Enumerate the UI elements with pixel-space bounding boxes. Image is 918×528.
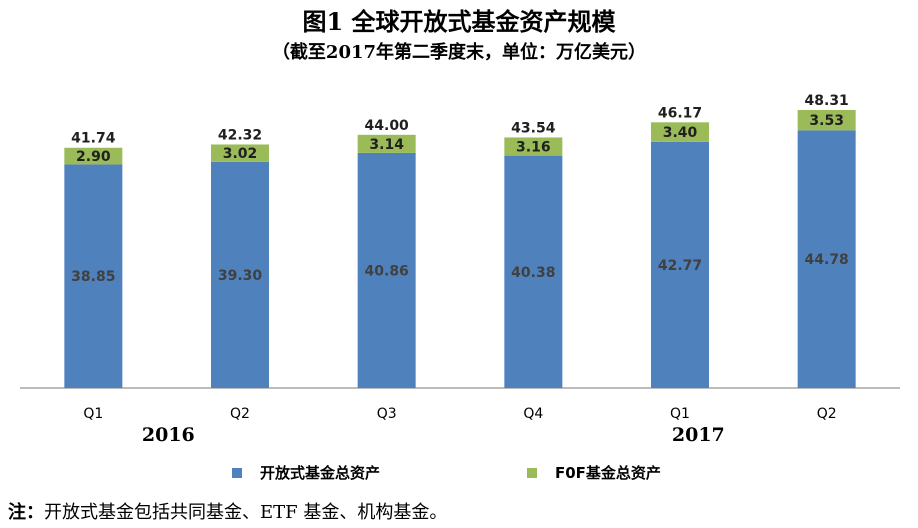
bar-fof: [211, 144, 269, 162]
legend-swatch-open-end: [232, 467, 242, 478]
data-label-total: 48.31: [805, 93, 849, 109]
data-label-open-end: 39.30: [218, 268, 263, 284]
data-label-total: 44.00: [365, 118, 410, 134]
data-label-fof: 3.14: [369, 137, 404, 153]
data-label-fof: 3.16: [516, 140, 551, 156]
year-label: 2016: [142, 424, 195, 446]
data-label-open-end: 40.86: [365, 263, 409, 279]
year-label: 2017: [672, 424, 725, 446]
legend-label-open-end: 开放式基金总资产: [260, 464, 381, 482]
bar-open-end: [211, 161, 269, 388]
data-label-open-end: 42.77: [658, 258, 702, 274]
x-tick-label: Q3: [377, 406, 397, 422]
x-tick-label: Q1: [83, 406, 103, 422]
bar-open-end: [651, 141, 709, 388]
footnote-text: 开放式基金包括共同基金、ETF 基金、机构基金。: [44, 502, 448, 523]
bar-fof: [504, 137, 563, 156]
legend-swatch-fof: [527, 467, 537, 478]
bar-fof: [64, 147, 123, 165]
x-tick-label: Q4: [523, 406, 543, 422]
data-label-total: 43.54: [511, 120, 556, 136]
legend-item-fof: F0F基金总资产: [527, 462, 661, 483]
data-label-open-end: 44.78: [805, 252, 849, 268]
data-label-total: 42.32: [218, 127, 262, 143]
x-tick-label: Q1: [670, 406, 690, 422]
bar-open-end: [504, 155, 563, 388]
data-label-fof: 3.02: [223, 146, 258, 162]
x-tick-label: Q2: [817, 406, 837, 422]
data-label-fof: 3.40: [663, 125, 698, 141]
bar-fof: [357, 134, 416, 153]
data-label-total: 46.17: [658, 105, 702, 121]
footnote: 注：开放式基金包括共同基金、ETF 基金、机构基金。: [8, 498, 447, 524]
data-label-fof: 2.90: [76, 149, 111, 165]
bar-fof: [651, 122, 709, 142]
bar-open-end: [797, 130, 856, 388]
data-label-fof: 3.53: [809, 113, 844, 129]
data-label-total: 41.74: [71, 131, 116, 147]
data-label-open-end: 38.85: [71, 269, 115, 285]
footnote-prefix: 注：: [8, 502, 44, 523]
bar-open-end: [64, 164, 123, 388]
legend-item-open-end: 开放式基金总资产: [232, 462, 380, 483]
chart-title: 图1 全球开放式基金资产规模: [302, 7, 616, 36]
x-tick-label: Q2: [230, 406, 250, 422]
chart-subtitle: （截至2017年第二季度末，单位：万亿美元）: [271, 42, 647, 63]
legend-label-fof: F0F基金总资产: [555, 464, 661, 482]
bar-fof: [797, 110, 856, 131]
bar-open-end: [357, 152, 416, 388]
data-label-open-end: 40.38: [511, 265, 555, 281]
